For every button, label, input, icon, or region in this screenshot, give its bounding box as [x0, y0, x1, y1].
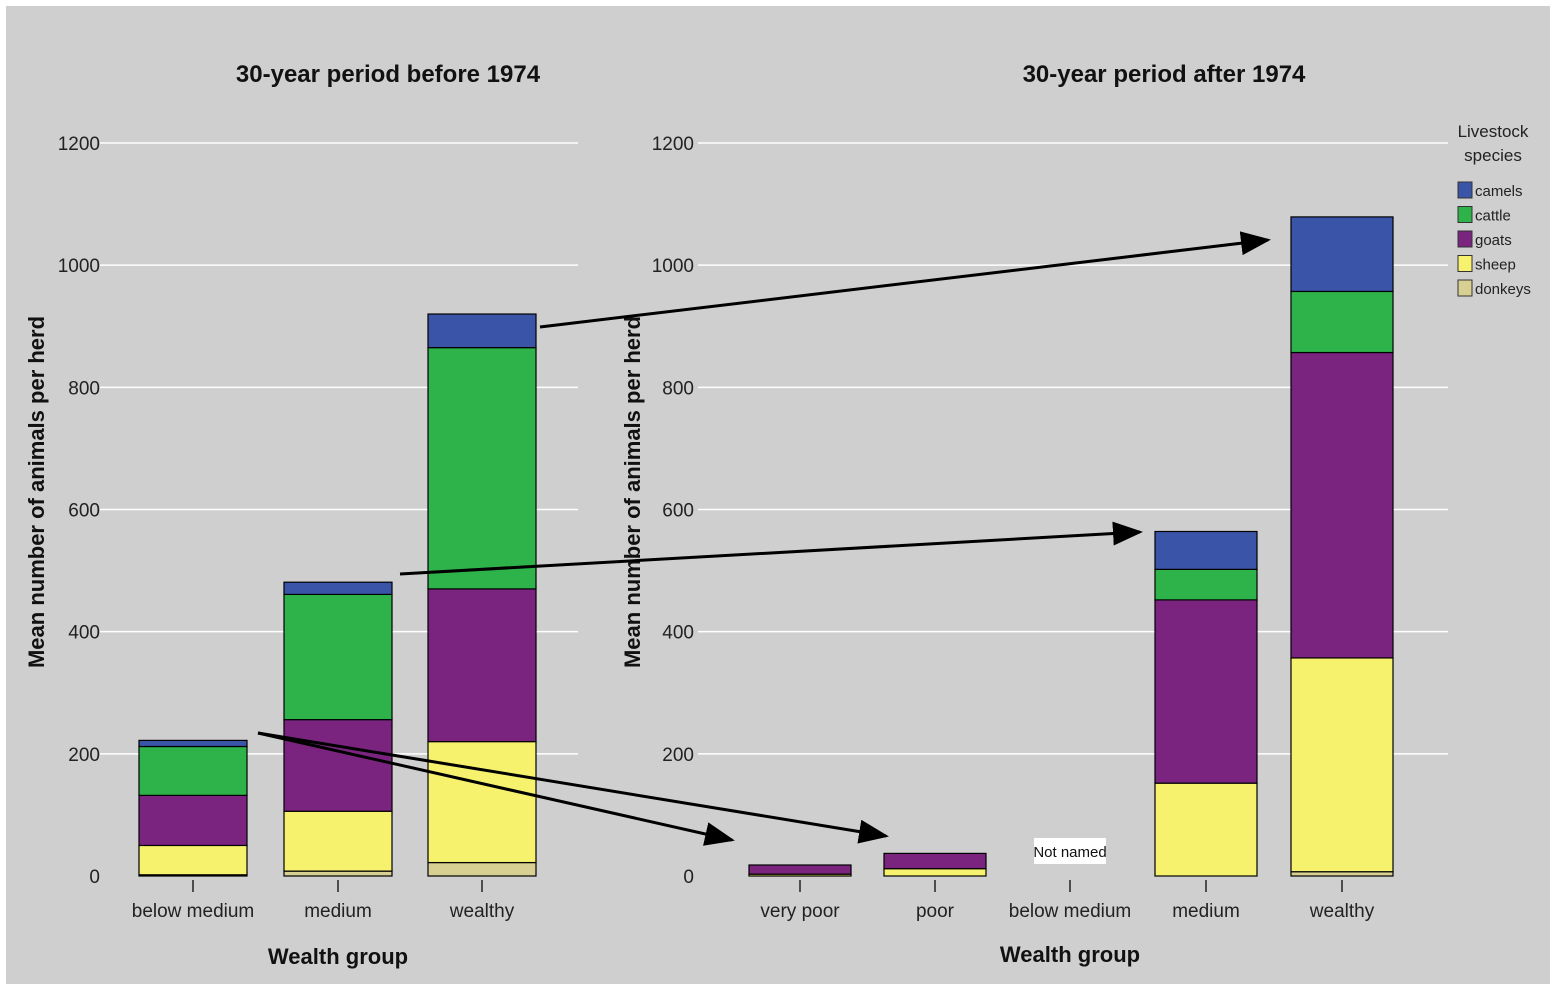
arrow-below-medium-to-poor [257, 731, 889, 844]
y-tick-label: 400 [68, 623, 100, 644]
y-tick-label: 800 [68, 378, 100, 399]
y-tick-label: 200 [68, 745, 100, 766]
x-tick-label: below medium [132, 901, 255, 922]
bar-segment-goats [427, 588, 537, 743]
panel-before-1974: 30-year period before 1974 0 200 400 600 800… [24, 61, 578, 969]
bar-segment-goats [883, 852, 987, 870]
y-tick-label: 400 [662, 623, 694, 644]
not-named-background [1034, 838, 1106, 864]
legend-items: camels cattle goats sheep donkeys [1457, 181, 1531, 298]
bar-segment-donkeys [427, 861, 537, 877]
arrow-below-medium-to-very-poor [257, 731, 735, 846]
legend-label-sheep: sheep [1475, 257, 1516, 274]
bar-segment-donkeys [283, 870, 393, 877]
legend-title-line2: species [1464, 146, 1522, 165]
x-tick-label: medium [1172, 901, 1240, 922]
bar-segment-sheep [138, 844, 248, 876]
y-axis-title-after: Mean number of animals per herd [620, 316, 645, 668]
arrows [257, 231, 1271, 846]
bar-segment-sheep [883, 868, 987, 877]
arrow-medium-to-medium [399, 521, 1143, 576]
bar-segment-camels [427, 313, 537, 349]
bar-segment-goats [138, 794, 248, 847]
x-tick-label: wealthy [449, 901, 515, 922]
bar-segment-camels [1290, 216, 1394, 293]
x-tick-label: wealthy [1309, 901, 1375, 922]
bar-segment-donkeys [1290, 871, 1394, 877]
legend-swatch-donkeys [1457, 279, 1473, 297]
legend-title-line1: Livestock [1458, 122, 1529, 141]
bar-segment-camels [1154, 530, 1258, 570]
x-tick-label: medium [304, 901, 372, 922]
bar-segment-sheep [427, 741, 537, 864]
bar-segment-camels [138, 739, 248, 748]
y-tick-labels-after: 0 200 400 600 800 1000 1200 [652, 134, 694, 888]
y-tick-label: 200 [662, 745, 694, 766]
bar-segment-cattle [1290, 290, 1394, 354]
x-axis-title-before: Wealth group [268, 944, 408, 969]
y-tick-label: 600 [662, 501, 694, 522]
bars-after [748, 216, 1394, 877]
y-axis-title-before: Mean number of animals per herd [24, 316, 49, 668]
legend-swatch-sheep [1457, 255, 1473, 272]
x-tick-label: poor [916, 901, 955, 922]
bar-segment-sheep [1290, 657, 1394, 873]
y-tick-label: 1000 [58, 256, 100, 277]
legend: Livestock species camels cattle goats sheep… [1457, 122, 1531, 298]
legend-swatch-cattle [1457, 206, 1473, 223]
bar-segment-cattle [138, 745, 248, 796]
panel-title-after: 30-year period after 1974 [1023, 61, 1306, 88]
bar-segment-cattle [1154, 568, 1258, 601]
not-named-label: Not named [1033, 838, 1107, 864]
bar-segment-cattle [427, 347, 537, 590]
y-tick-labels-before: 0 200 400 600 800 1000 1200 [58, 134, 100, 888]
legend-label-donkeys: donkeys [1475, 281, 1531, 298]
bar-segment-cattle [283, 593, 393, 721]
y-tick-label: 1200 [58, 134, 100, 155]
legend-label-camels: camels [1475, 183, 1523, 200]
panel-after-1974: 30-year period after 1974 0 200 400 600 800 1… [620, 61, 1448, 967]
legend-label-goats: goats [1475, 232, 1512, 249]
bar-segment-sheep [1154, 782, 1258, 877]
legend-swatch-goats [1457, 230, 1473, 248]
bar-segment-goats [1290, 351, 1394, 659]
x-ticks-after: very poor poor below medium medium wealthy [760, 880, 1375, 922]
y-tick-label: 600 [68, 501, 100, 522]
bar-segment-goats [283, 719, 393, 812]
y-tick-label: 800 [662, 378, 694, 399]
panel-title-before: 30-year period before 1974 [236, 61, 541, 88]
x-ticks-before: below medium medium wealthy [132, 880, 515, 922]
bars-before [138, 313, 537, 877]
x-tick-label: below medium [1009, 901, 1132, 922]
arrow-wealthy-to-wealthy [539, 231, 1271, 329]
not-named-text: Not named [1033, 844, 1106, 861]
bar-segment-camels [283, 581, 393, 596]
bar-segment-goats [748, 864, 852, 875]
legend-swatch-camels [1457, 181, 1473, 199]
x-tick-label: very poor [760, 901, 840, 922]
y-tick-label: 0 [683, 867, 694, 888]
y-tick-label: 1200 [652, 134, 694, 155]
y-tick-label: 1000 [652, 256, 694, 277]
bar-segment-sheep [283, 810, 393, 872]
x-axis-title-after: Wealth group [1000, 942, 1140, 967]
bar-segment-goats [1154, 599, 1258, 784]
y-tick-label: 0 [89, 867, 100, 888]
legend-label-cattle: cattle [1475, 208, 1511, 225]
